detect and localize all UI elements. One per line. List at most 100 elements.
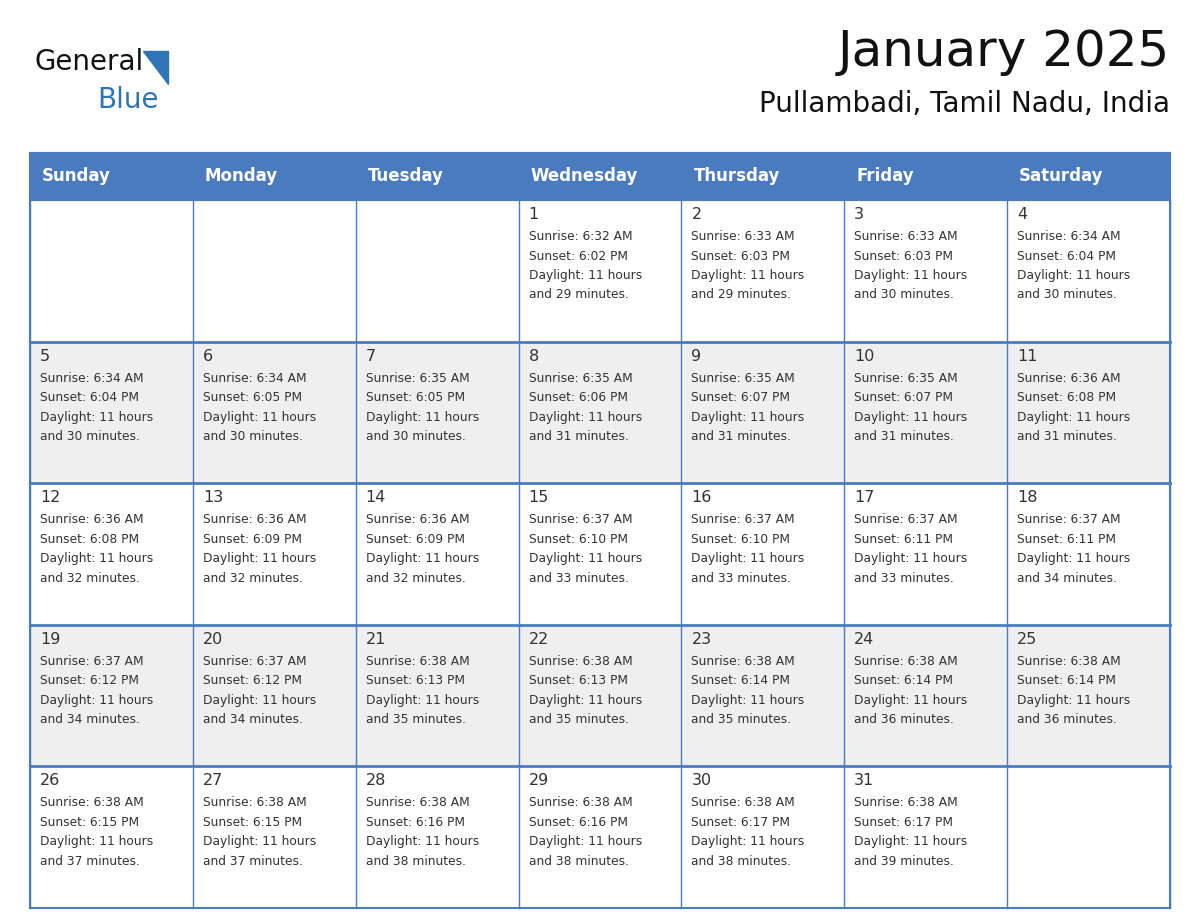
Text: and 31 minutes.: and 31 minutes. <box>854 431 954 443</box>
Text: Daylight: 11 hours: Daylight: 11 hours <box>854 694 967 707</box>
Text: Sunset: 6:09 PM: Sunset: 6:09 PM <box>366 532 465 545</box>
Text: Sunrise: 6:37 AM: Sunrise: 6:37 AM <box>40 655 144 667</box>
Text: Daylight: 11 hours: Daylight: 11 hours <box>691 835 804 848</box>
Text: Sunrise: 6:33 AM: Sunrise: 6:33 AM <box>854 230 958 243</box>
Text: Sunset: 6:08 PM: Sunset: 6:08 PM <box>1017 391 1117 404</box>
Text: Daylight: 11 hours: Daylight: 11 hours <box>854 553 967 565</box>
Text: 19: 19 <box>40 632 61 647</box>
Text: Daylight: 11 hours: Daylight: 11 hours <box>40 694 153 707</box>
Bar <box>30 341 1170 483</box>
Text: Pullambadi, Tamil Nadu, India: Pullambadi, Tamil Nadu, India <box>759 90 1170 118</box>
Text: Sunset: 6:12 PM: Sunset: 6:12 PM <box>40 675 139 688</box>
Text: Sunset: 6:07 PM: Sunset: 6:07 PM <box>691 391 790 404</box>
Text: Sunset: 6:17 PM: Sunset: 6:17 PM <box>854 816 953 829</box>
Text: Sunrise: 6:38 AM: Sunrise: 6:38 AM <box>366 655 469 667</box>
Text: Sunrise: 6:37 AM: Sunrise: 6:37 AM <box>203 655 307 667</box>
Text: Daylight: 11 hours: Daylight: 11 hours <box>366 694 479 707</box>
Text: Sunset: 6:03 PM: Sunset: 6:03 PM <box>691 250 790 263</box>
Text: Daylight: 11 hours: Daylight: 11 hours <box>40 553 153 565</box>
Text: Sunrise: 6:38 AM: Sunrise: 6:38 AM <box>529 655 632 667</box>
Text: Sunday: Sunday <box>42 167 110 185</box>
Text: and 31 minutes.: and 31 minutes. <box>529 431 628 443</box>
Text: Sunrise: 6:35 AM: Sunrise: 6:35 AM <box>691 372 795 385</box>
Text: Thursday: Thursday <box>694 167 779 185</box>
Text: and 32 minutes.: and 32 minutes. <box>366 572 466 585</box>
Text: Sunrise: 6:36 AM: Sunrise: 6:36 AM <box>1017 372 1120 385</box>
Text: Sunset: 6:03 PM: Sunset: 6:03 PM <box>854 250 953 263</box>
Text: Sunset: 6:15 PM: Sunset: 6:15 PM <box>203 816 302 829</box>
Text: Sunrise: 6:38 AM: Sunrise: 6:38 AM <box>854 797 958 810</box>
Text: and 35 minutes.: and 35 minutes. <box>691 713 791 726</box>
Text: Sunrise: 6:33 AM: Sunrise: 6:33 AM <box>691 230 795 243</box>
Text: and 30 minutes.: and 30 minutes. <box>1017 288 1117 301</box>
Text: Daylight: 11 hours: Daylight: 11 hours <box>529 269 642 282</box>
Text: Daylight: 11 hours: Daylight: 11 hours <box>854 835 967 848</box>
Text: 6: 6 <box>203 349 213 364</box>
Text: and 29 minutes.: and 29 minutes. <box>529 288 628 301</box>
Text: Sunrise: 6:38 AM: Sunrise: 6:38 AM <box>366 797 469 810</box>
Text: Daylight: 11 hours: Daylight: 11 hours <box>203 694 316 707</box>
Text: Sunset: 6:17 PM: Sunset: 6:17 PM <box>691 816 790 829</box>
Text: Daylight: 11 hours: Daylight: 11 hours <box>203 410 316 423</box>
Text: Sunrise: 6:38 AM: Sunrise: 6:38 AM <box>1017 655 1121 667</box>
Text: 29: 29 <box>529 773 549 789</box>
Text: Sunset: 6:11 PM: Sunset: 6:11 PM <box>854 532 953 545</box>
Text: and 33 minutes.: and 33 minutes. <box>854 572 954 585</box>
Text: Sunrise: 6:32 AM: Sunrise: 6:32 AM <box>529 230 632 243</box>
Text: 3: 3 <box>854 207 865 222</box>
Text: and 32 minutes.: and 32 minutes. <box>40 572 140 585</box>
Text: Sunrise: 6:37 AM: Sunrise: 6:37 AM <box>854 513 958 526</box>
Text: 8: 8 <box>529 349 539 364</box>
Text: Daylight: 11 hours: Daylight: 11 hours <box>529 410 642 423</box>
Text: and 29 minutes.: and 29 minutes. <box>691 288 791 301</box>
Text: and 37 minutes.: and 37 minutes. <box>40 855 140 868</box>
Bar <box>30 767 1170 908</box>
Polygon shape <box>143 51 168 84</box>
Text: Sunrise: 6:36 AM: Sunrise: 6:36 AM <box>40 513 144 526</box>
Text: 28: 28 <box>366 773 386 789</box>
Text: Wednesday: Wednesday <box>531 167 638 185</box>
Text: 27: 27 <box>203 773 223 789</box>
Text: 7: 7 <box>366 349 375 364</box>
Text: and 31 minutes.: and 31 minutes. <box>691 431 791 443</box>
Text: and 36 minutes.: and 36 minutes. <box>854 713 954 726</box>
Text: 10: 10 <box>854 349 874 364</box>
Text: Daylight: 11 hours: Daylight: 11 hours <box>854 269 967 282</box>
Text: and 33 minutes.: and 33 minutes. <box>529 572 628 585</box>
Text: 16: 16 <box>691 490 712 505</box>
Text: and 32 minutes.: and 32 minutes. <box>203 572 303 585</box>
Text: Daylight: 11 hours: Daylight: 11 hours <box>40 835 153 848</box>
Text: Sunrise: 6:38 AM: Sunrise: 6:38 AM <box>203 797 307 810</box>
Bar <box>30 200 1170 341</box>
Text: and 34 minutes.: and 34 minutes. <box>40 713 140 726</box>
Text: and 33 minutes.: and 33 minutes. <box>691 572 791 585</box>
Text: 13: 13 <box>203 490 223 505</box>
Text: 31: 31 <box>854 773 874 789</box>
Text: and 36 minutes.: and 36 minutes. <box>1017 713 1117 726</box>
Text: and 34 minutes.: and 34 minutes. <box>203 713 303 726</box>
Text: Daylight: 11 hours: Daylight: 11 hours <box>529 694 642 707</box>
Text: Sunset: 6:16 PM: Sunset: 6:16 PM <box>366 816 465 829</box>
Text: 25: 25 <box>1017 632 1037 647</box>
Text: Sunset: 6:10 PM: Sunset: 6:10 PM <box>691 532 790 545</box>
Text: Sunrise: 6:36 AM: Sunrise: 6:36 AM <box>366 513 469 526</box>
Text: Daylight: 11 hours: Daylight: 11 hours <box>203 553 316 565</box>
Text: Daylight: 11 hours: Daylight: 11 hours <box>691 694 804 707</box>
Text: Monday: Monday <box>204 167 278 185</box>
Text: 15: 15 <box>529 490 549 505</box>
Text: Blue: Blue <box>97 86 158 114</box>
Text: Daylight: 11 hours: Daylight: 11 hours <box>691 269 804 282</box>
Text: Sunrise: 6:38 AM: Sunrise: 6:38 AM <box>40 797 144 810</box>
Text: 26: 26 <box>40 773 61 789</box>
Bar <box>30 153 1170 200</box>
Text: Saturday: Saturday <box>1019 167 1104 185</box>
Text: Sunrise: 6:37 AM: Sunrise: 6:37 AM <box>1017 513 1120 526</box>
Text: 20: 20 <box>203 632 223 647</box>
Text: 22: 22 <box>529 632 549 647</box>
Text: 12: 12 <box>40 490 61 505</box>
Text: Sunset: 6:12 PM: Sunset: 6:12 PM <box>203 675 302 688</box>
Text: 11: 11 <box>1017 349 1037 364</box>
Text: and 35 minutes.: and 35 minutes. <box>366 713 466 726</box>
Text: and 35 minutes.: and 35 minutes. <box>529 713 628 726</box>
Text: and 38 minutes.: and 38 minutes. <box>691 855 791 868</box>
